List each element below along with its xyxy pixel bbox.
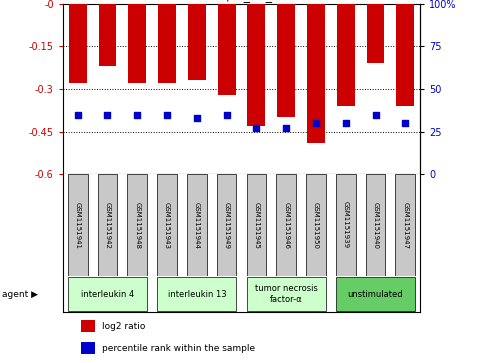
Text: GSM1151947: GSM1151947 (402, 201, 408, 249)
Text: GSM1151949: GSM1151949 (224, 201, 229, 249)
Bar (81, 320, 95, 332)
Bar (247, 4, 265, 126)
Bar (397, 4, 414, 106)
Bar (246, 277, 326, 311)
Point (104, 112, 112, 118)
Bar (336, 277, 415, 311)
Text: GSM1151945: GSM1151945 (254, 201, 259, 249)
Text: interleukin 4: interleukin 4 (81, 290, 134, 298)
Point (312, 120, 320, 126)
Bar (277, 4, 295, 117)
Point (223, 112, 230, 118)
Text: GSM1151948: GSM1151948 (134, 201, 140, 249)
Bar (68, 174, 87, 276)
Bar (276, 174, 296, 276)
Point (163, 112, 171, 118)
Point (253, 125, 260, 131)
Bar (158, 4, 176, 83)
Title: GDS5262 / A_24_P54253: GDS5262 / A_24_P54253 (164, 0, 319, 3)
Text: unstimulated: unstimulated (348, 290, 403, 298)
Text: log2 ratio: log2 ratio (102, 322, 145, 331)
Bar (336, 174, 355, 276)
Bar (396, 174, 415, 276)
Text: GSM1151941: GSM1151941 (75, 201, 81, 249)
Text: GSM1151946: GSM1151946 (283, 201, 289, 249)
Text: GSM1151943: GSM1151943 (164, 201, 170, 249)
Text: GSM1151950: GSM1151950 (313, 201, 319, 249)
Point (193, 115, 201, 121)
Bar (366, 174, 385, 276)
Bar (307, 4, 325, 143)
Text: GSM1151942: GSM1151942 (104, 201, 111, 249)
Bar (218, 4, 236, 95)
Bar (98, 174, 117, 276)
Text: agent ▶: agent ▶ (2, 290, 39, 298)
Bar (187, 174, 207, 276)
Text: GSM1151944: GSM1151944 (194, 201, 200, 249)
Bar (217, 174, 237, 276)
Bar (69, 4, 86, 83)
Point (401, 120, 409, 126)
Bar (128, 174, 147, 276)
Text: tumor necrosis
factor-α: tumor necrosis factor-α (255, 284, 318, 304)
Point (372, 112, 380, 118)
Point (342, 120, 350, 126)
Bar (128, 4, 146, 83)
Point (282, 125, 290, 131)
Bar (81, 342, 95, 354)
Bar (157, 277, 237, 311)
Point (133, 112, 141, 118)
Bar (157, 174, 177, 276)
Bar (367, 4, 384, 63)
Bar (246, 174, 266, 276)
Text: GSM1151940: GSM1151940 (372, 201, 379, 249)
Bar (68, 277, 147, 311)
Bar (306, 174, 326, 276)
Bar (188, 4, 206, 80)
Bar (99, 4, 116, 66)
Text: percentile rank within the sample: percentile rank within the sample (102, 344, 255, 353)
Bar (337, 4, 355, 106)
Text: interleukin 13: interleukin 13 (168, 290, 226, 298)
Point (74, 112, 82, 118)
Text: GSM1151939: GSM1151939 (343, 201, 349, 249)
